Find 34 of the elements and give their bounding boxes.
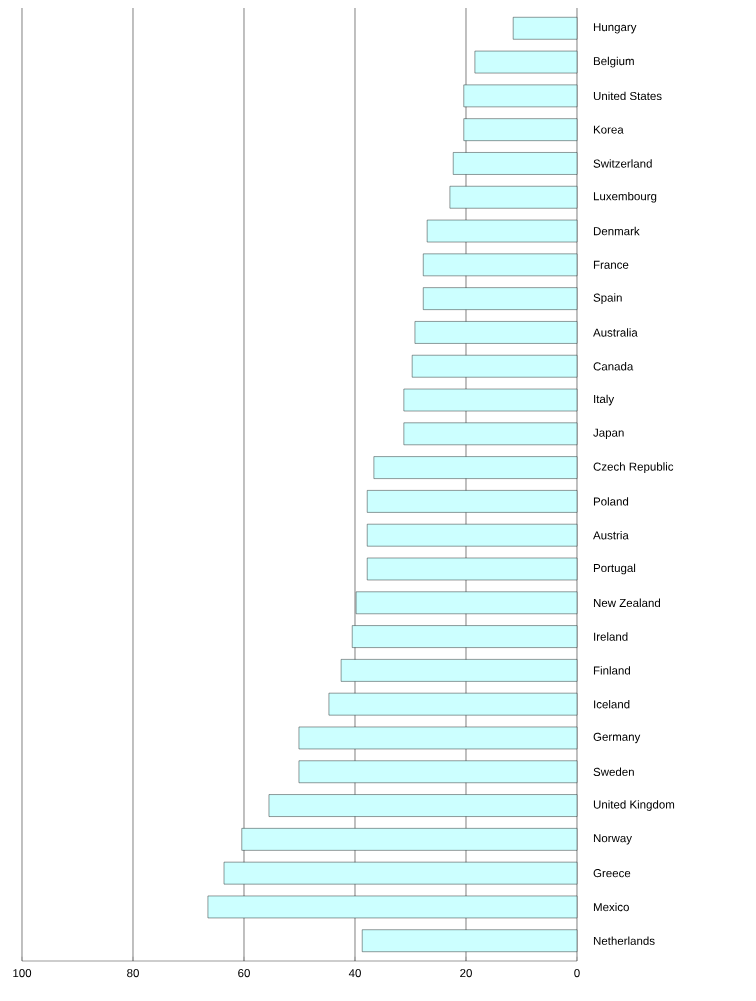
y-tick-label: Australia — [593, 328, 638, 337]
y-tick-label: Belgium — [593, 56, 634, 68]
y-tick-label: Hungary — [593, 23, 637, 34]
y-tick-label: Portugal — [593, 563, 636, 575]
y-tick-label: Italy — [594, 394, 615, 406]
y-tick-label: Korea — [593, 125, 624, 134]
y-tick-label: Ireland — [594, 632, 628, 641]
y-tick-label: France — [593, 260, 629, 269]
x-tick-label: 0 — [574, 969, 580, 978]
y-tick-label: Greece — [593, 869, 631, 878]
y-tick-label: Denmark — [593, 226, 640, 236]
y-tick-label: New Zealand — [593, 598, 661, 608]
y-tick-label: Poland — [593, 497, 629, 506]
y-tick-label: Czech Republic — [593, 462, 674, 473]
y-tick-label: Germany — [593, 732, 641, 744]
x-tick-label: 60 — [238, 969, 250, 978]
y-tick-label: United States — [593, 91, 662, 101]
y-tick-label: Mexico — [593, 902, 629, 912]
y-tick-label: Canada — [593, 362, 634, 371]
y-tick-label: Finland — [593, 666, 630, 675]
y-tick-label: Luxembourg — [593, 191, 657, 203]
y-tick-label: Switzerland — [593, 159, 652, 168]
x-tick-label: 100 — [13, 969, 32, 978]
y-tick-label: Spain — [593, 293, 622, 304]
y-tick-label: Norway — [593, 834, 632, 845]
y-tick-label: United Kingdom — [593, 800, 675, 811]
x-tick-label: 20 — [460, 969, 472, 978]
x-tick-label: 40 — [348, 969, 361, 978]
y-tick-label: Japan — [593, 428, 624, 439]
y-tick-label: Austria — [593, 530, 629, 540]
y-tick-label: Netherlands — [593, 936, 655, 945]
x-tick-label: 80 — [127, 969, 139, 978]
y-tick-label: Sweden — [593, 767, 634, 776]
y-tick-label: Iceland — [594, 699, 630, 709]
